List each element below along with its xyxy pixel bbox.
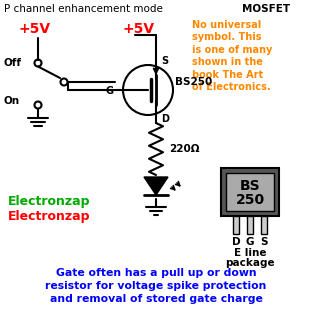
Text: P channel enhancement mode: P channel enhancement mode [4, 4, 166, 14]
Text: S: S [260, 237, 268, 247]
Polygon shape [144, 177, 168, 195]
Text: E line: E line [234, 248, 266, 258]
Text: No universal
symbol. This
is one of many
shown in the
book The Art
of Electronic: No universal symbol. This is one of many… [192, 20, 272, 92]
Text: Off: Off [4, 58, 22, 68]
Text: S: S [161, 56, 168, 66]
Text: package: package [225, 258, 275, 268]
Text: Gate often has a pull up or down
resistor for voltage spike protection
and remov: Gate often has a pull up or down resisto… [45, 268, 267, 304]
Text: G: G [105, 86, 113, 96]
Bar [247, 216, 253, 234]
Bar [261, 216, 267, 234]
Text: +5V: +5V [122, 22, 154, 36]
Text: G: G [246, 237, 254, 247]
Text: Electronzap: Electronzap [8, 210, 90, 223]
Text: BS250: BS250 [175, 77, 212, 87]
Text: Electronzap: Electronzap [8, 195, 90, 208]
Text: D: D [161, 114, 169, 124]
Bar [226, 173, 274, 211]
Text: BS: BS [240, 179, 260, 193]
Bar [233, 216, 239, 234]
Text: On: On [4, 96, 20, 106]
Bar [221, 168, 279, 216]
Text: 250: 250 [235, 193, 264, 207]
Text: +5V: +5V [18, 22, 50, 36]
Text: 220Ω: 220Ω [169, 144, 199, 154]
Text: MOSFET: MOSFET [242, 4, 290, 14]
Text: D: D [232, 237, 240, 247]
